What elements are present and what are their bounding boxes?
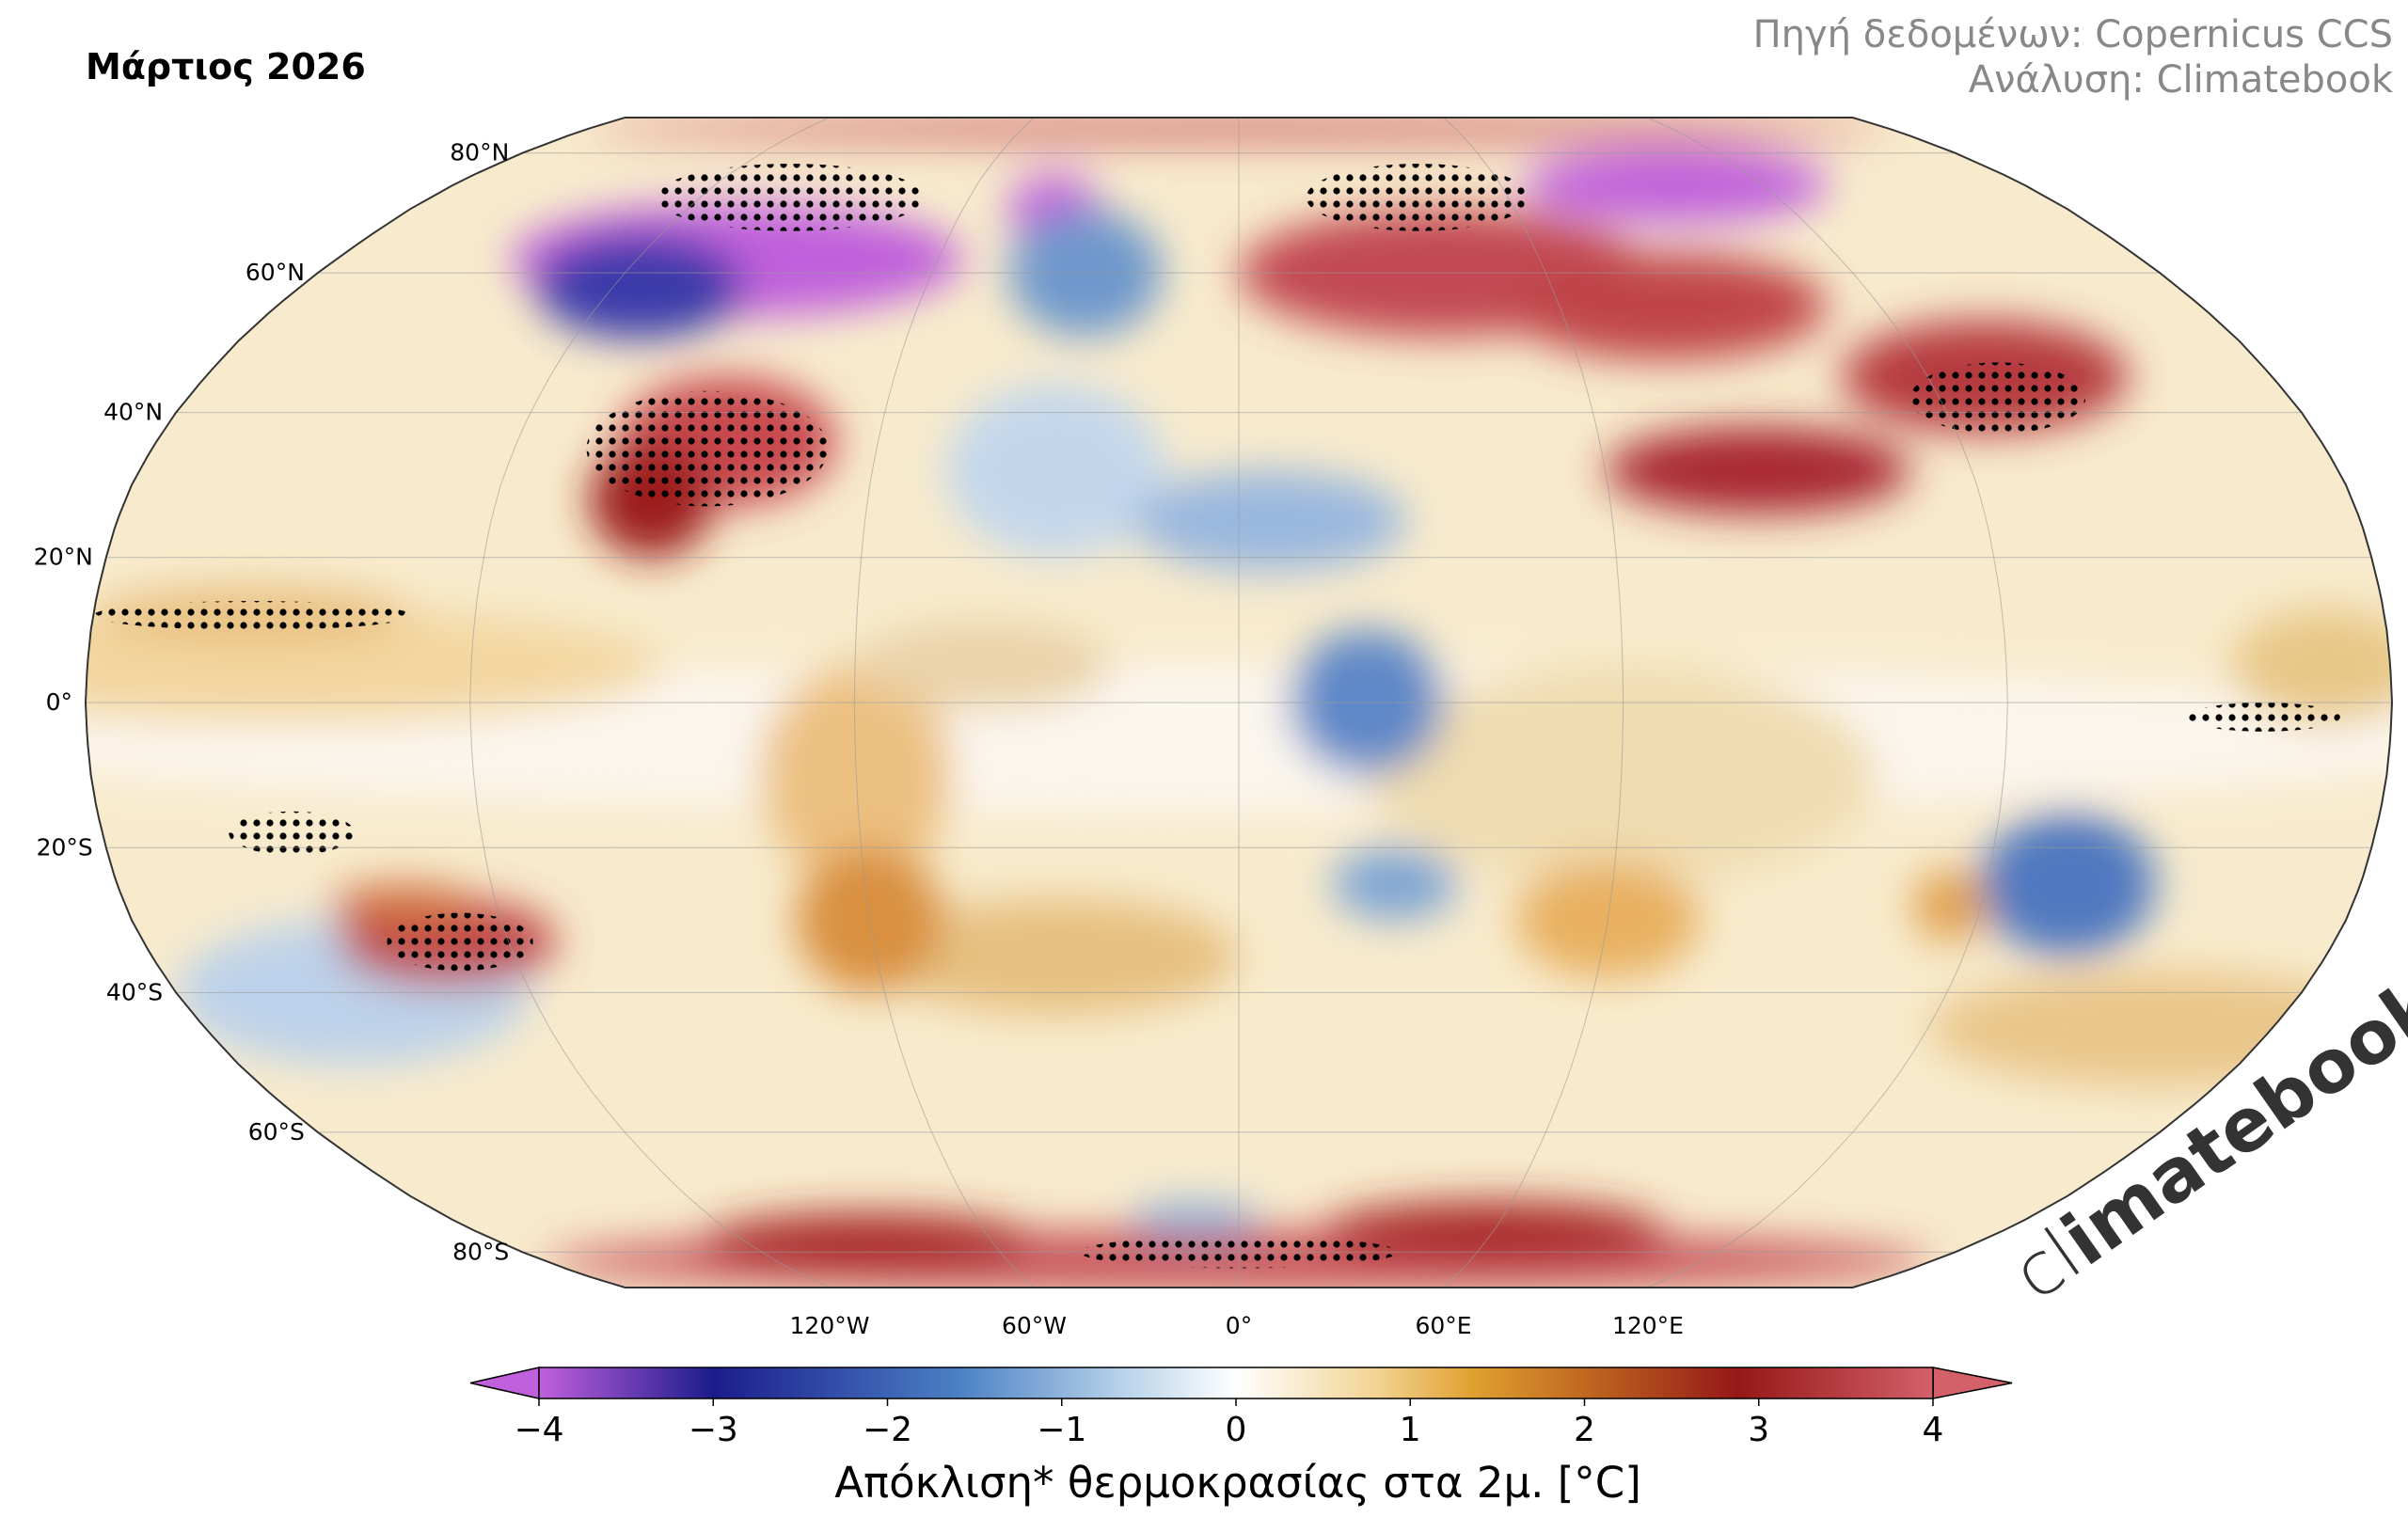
anomaly-region — [876, 898, 1239, 1015]
colorbar-tick-label: −3 — [689, 1411, 738, 1449]
anomaly-region — [945, 384, 1166, 558]
anomaly-region — [1523, 149, 1830, 223]
lon-label: 60°W — [1002, 1312, 1067, 1339]
significance-stipple — [2186, 703, 2340, 732]
source-line: Ανάλυση: Climatebook — [1969, 58, 2394, 102]
significance-stipple — [586, 390, 829, 507]
anomaly-region — [704, 1213, 1034, 1270]
graticule-line — [469, 118, 831, 1288]
lat-label: 80°N — [450, 139, 509, 166]
colorbar-tick-label: 0 — [1226, 1411, 1247, 1449]
graticule-line — [1647, 118, 2008, 1288]
colorbar-tick-label: −2 — [863, 1411, 912, 1449]
colorbar-tick-label: −1 — [1037, 1411, 1086, 1449]
lat-label: 40°N — [103, 399, 163, 426]
anomaly-region — [1332, 847, 1457, 921]
graticule-line — [853, 118, 1035, 1288]
colorbar-tick-label: 4 — [1923, 1411, 1944, 1449]
graticule-labels: 80°N 60°N 40°N 20°N 0° 20°S 40°S 60°S 80°S 120°W 6… — [34, 139, 1684, 1339]
lon-label: 60°E — [1415, 1312, 1471, 1339]
source-line: Πηγή δεδομένων: Copernicus CCS — [1753, 13, 2393, 56]
anomaly-region — [1980, 811, 2156, 956]
significance-stipple — [387, 912, 533, 972]
lon-label: 120°E — [1612, 1312, 1684, 1339]
map-outline — [84, 117, 2394, 1288]
map — [86, 118, 2392, 1288]
colorbar-extend — [1932, 1367, 2013, 1399]
colorbar-extend — [469, 1367, 540, 1399]
lat-label: 60°S — [248, 1118, 305, 1146]
colorbar-tick-label: 1 — [1400, 1411, 1421, 1449]
colorbar-body — [538, 1367, 1934, 1399]
colorbar: −4 −3 −2 −1 0 1 2 3 4 Απόκλιση* θερμοκρασίας στα … — [469, 1367, 2013, 1508]
colorbar-tick-label: 2 — [1574, 1411, 1595, 1449]
lat-label: 20°N — [34, 544, 93, 571]
lat-label: 40°S — [106, 978, 163, 1005]
anomaly-region — [854, 623, 1111, 710]
anomaly-region — [1506, 253, 1828, 360]
significance-stipple — [655, 164, 926, 231]
title: Μάρτιος 2026 — [86, 46, 366, 87]
anomaly-region — [1129, 1201, 1261, 1238]
significance-stipple — [229, 811, 356, 855]
anomaly-region — [1605, 426, 1911, 514]
lat-label: 0° — [46, 688, 72, 716]
lon-label: 0° — [1226, 1312, 1252, 1339]
significance-stipple — [93, 601, 412, 630]
lon-label: 120°W — [790, 1312, 870, 1339]
significance-stipple — [1909, 362, 2086, 435]
significance-stipple — [1306, 164, 1531, 231]
lat-label: 20°S — [37, 833, 93, 861]
lat-label: 60°N — [246, 259, 305, 286]
anomaly-region — [1912, 869, 1988, 942]
anomaly-region — [1133, 470, 1407, 573]
graticule-line — [1443, 118, 1624, 1288]
anomaly-region — [2230, 608, 2392, 725]
lat-label: 80°S — [452, 1238, 509, 1265]
colorbar-label: Απόκλιση* θερμοκρασίας στα 2μ. [°C] — [834, 1458, 1641, 1508]
colorbar-tick-label: 3 — [1748, 1411, 1769, 1449]
anomaly-region — [535, 233, 744, 340]
colorbar-tick-label: −4 — [514, 1411, 563, 1449]
